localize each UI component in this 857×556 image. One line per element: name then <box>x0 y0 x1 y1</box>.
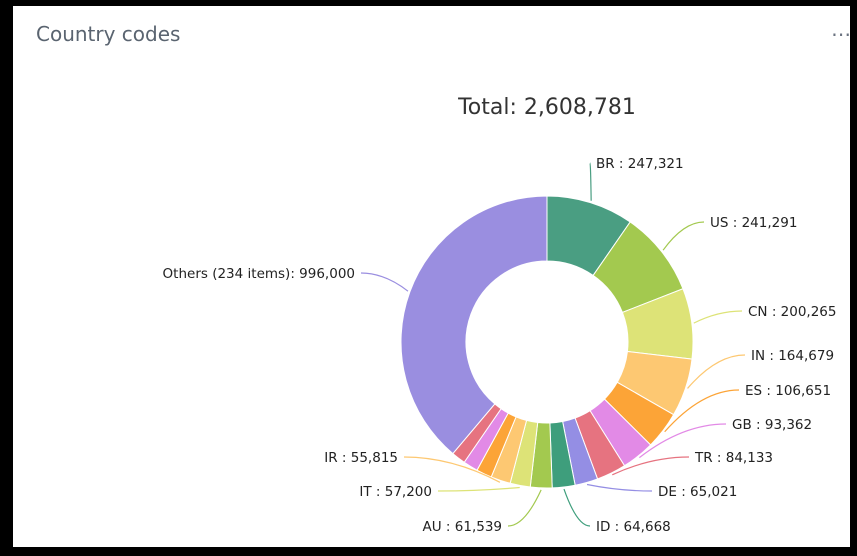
slice-label: CN : 200,265 <box>748 304 836 320</box>
slice-others-234-items[interactable] <box>400 195 548 455</box>
donut-chart: Total: 2,608,781 BR : 247,321 US : 241,29… <box>163 95 837 535</box>
slice-label: IT : 57,200 <box>359 484 432 500</box>
leader-line <box>664 389 740 433</box>
leader-lines <box>360 162 746 527</box>
leader-line <box>563 488 591 527</box>
leader-line <box>403 456 501 483</box>
slice-label: Others (234 items): 996,000 <box>163 266 355 282</box>
slice-label: ID : 64,668 <box>596 519 671 535</box>
slice-label: DE : 65,021 <box>658 484 737 500</box>
leader-line <box>437 486 520 492</box>
ellipsis-icon[interactable]: ⋯ <box>831 24 850 46</box>
leader-line <box>586 483 653 492</box>
slice-label: TR : 84,133 <box>694 450 773 466</box>
slice-label: AU : 61,539 <box>423 519 502 535</box>
panel-title: Country codes <box>36 22 181 46</box>
slice-label: ES : 106,651 <box>745 383 831 399</box>
chart-panel: Country codes ⋯ Total: 2,608,781 BR : 24… <box>13 6 850 547</box>
leader-line <box>612 456 690 476</box>
slice-label: IN : 164,679 <box>751 348 834 364</box>
slice-label: BR : 247,321 <box>596 156 684 172</box>
leader-line <box>662 221 705 251</box>
slice-label: IR : 55,815 <box>324 450 398 466</box>
leader-line <box>687 354 746 389</box>
leader-line <box>507 489 542 527</box>
leader-line <box>360 272 409 292</box>
slice-label: US : 241,291 <box>710 215 797 231</box>
slice-label: GB : 93,362 <box>732 417 812 433</box>
leader-line <box>639 423 727 459</box>
chart-total: Total: 2,608,781 <box>457 95 636 120</box>
slice-labels: BR : 247,321 US : 241,291 CN : 200,265 IN :… <box>163 156 837 535</box>
donut-slices <box>400 195 694 489</box>
leader-line <box>693 310 743 324</box>
leader-line <box>589 162 592 201</box>
